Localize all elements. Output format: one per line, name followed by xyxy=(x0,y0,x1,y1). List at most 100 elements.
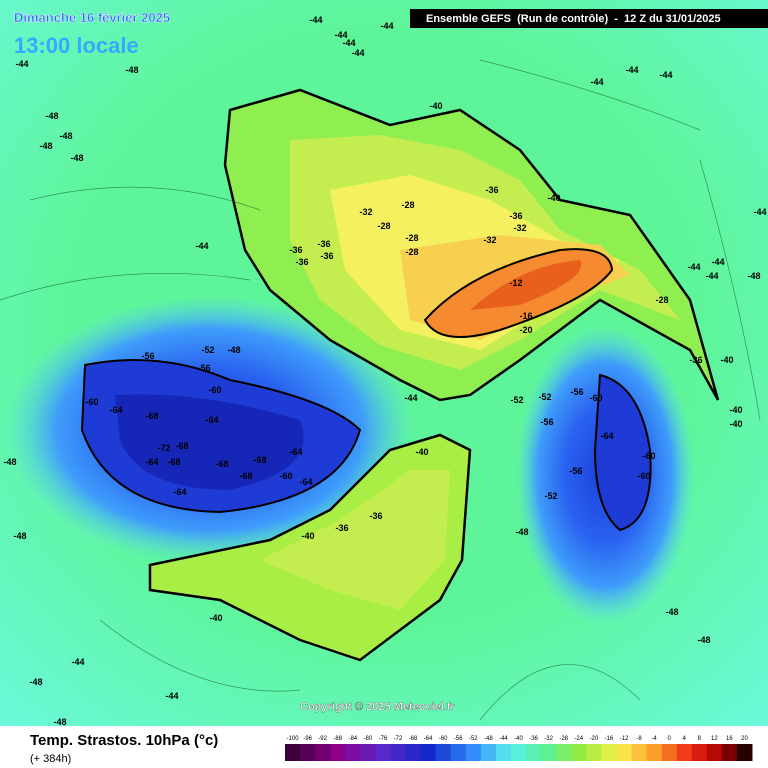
product-title: Temp. Strastos. 10hPa (°c) xyxy=(30,732,218,749)
contour-label: -44 xyxy=(711,257,724,267)
footer: Temp. Strastos. 10hPa (°c) (+ 384h) -100… xyxy=(0,726,768,768)
contour-label: -64 xyxy=(109,405,122,415)
color-swatch xyxy=(571,744,587,761)
scale-label: -16 xyxy=(605,736,614,742)
local-time: 13:00 locale xyxy=(14,33,139,58)
lead-time: (+ 384h) xyxy=(30,753,71,765)
contour-label: -64 xyxy=(299,477,312,487)
contour-label: -40 xyxy=(729,419,742,429)
contour-label: -32 xyxy=(483,235,496,245)
contour-label: -60 xyxy=(85,397,98,407)
color-swatch xyxy=(390,744,407,761)
contour-label: -68 xyxy=(253,455,266,465)
scale-label: -36 xyxy=(529,736,538,742)
color-swatch xyxy=(676,744,693,761)
contour-label: -68 xyxy=(239,471,252,481)
color-swatch xyxy=(480,744,497,761)
color-swatch xyxy=(736,744,753,761)
contour-label: -40 xyxy=(209,613,222,623)
color-swatch xyxy=(345,744,361,761)
contour-label: -60 xyxy=(279,471,292,481)
contour-label: -36 xyxy=(295,257,308,267)
contour-label: -60 xyxy=(589,393,602,403)
scale-label: -80 xyxy=(364,736,373,742)
contour-label: -40 xyxy=(547,193,560,203)
contour-label: -44 xyxy=(404,393,417,403)
scale-label: 12 xyxy=(711,736,718,742)
color-swatch xyxy=(300,744,316,761)
contour-label: -44 xyxy=(590,77,603,87)
scale-label: -60 xyxy=(439,736,448,742)
contour-label: -40 xyxy=(415,447,428,457)
contour-label: -64 xyxy=(289,447,302,457)
contour-label: -40 xyxy=(720,355,733,365)
contour-label: -44 xyxy=(705,271,718,281)
contour-label: -64 xyxy=(173,487,186,497)
color-swatch xyxy=(465,744,482,761)
contour-label: -48 xyxy=(53,717,66,727)
contour-label: -20 xyxy=(519,325,532,335)
scale-label: 20 xyxy=(741,736,748,742)
contour-label: -44 xyxy=(195,241,208,251)
scale-label: -100 xyxy=(287,736,300,742)
color-swatch xyxy=(360,744,376,761)
scale-label: -96 xyxy=(303,736,312,742)
color-swatch xyxy=(405,744,422,761)
contour-label: -36 xyxy=(317,239,330,249)
contour-label: -44 xyxy=(625,65,638,75)
map-background xyxy=(0,0,768,726)
contour-label: -64 xyxy=(205,415,218,425)
contour-label: -52 xyxy=(544,491,557,501)
color-swatch xyxy=(616,744,632,761)
contour-label: -48 xyxy=(125,65,138,75)
contour-label: -36 xyxy=(289,245,302,255)
scale-label: -72 xyxy=(394,736,403,742)
color-swatch xyxy=(315,744,331,761)
color-swatch xyxy=(435,744,452,761)
contour-label: -12 xyxy=(509,278,522,288)
contour-label: -28 xyxy=(401,200,414,210)
contour-label: -48 xyxy=(515,527,528,537)
scale-label: -76 xyxy=(379,736,388,742)
contour-label: -32 xyxy=(359,207,372,217)
color-scale: -100 -96 -92 -88 -84 -80 -76 -72 -68 -64 -60 -56 -52… xyxy=(285,736,753,761)
contour-label: -64 xyxy=(600,431,613,441)
contour-label: -44 xyxy=(334,30,347,40)
contour-label: -52 xyxy=(201,345,214,355)
scale-label: -24 xyxy=(574,736,583,742)
contour-label: -36 xyxy=(320,251,333,261)
contour-label: -44 xyxy=(15,59,28,69)
contour-label: -68 xyxy=(145,411,158,421)
contour-label: -48 xyxy=(665,607,678,617)
scale-label: -68 xyxy=(409,736,418,742)
scale-label: -4 xyxy=(651,736,657,742)
contour-label: -48 xyxy=(3,457,16,467)
contour-label: -52 xyxy=(510,395,523,405)
contour-label: -36 xyxy=(485,185,498,195)
contour-label: -56 xyxy=(141,351,154,361)
scale-label: 4 xyxy=(683,736,687,742)
scale-label: -44 xyxy=(499,736,508,742)
contour-label: -28 xyxy=(655,295,668,305)
contour-label: -28 xyxy=(405,247,418,257)
scale-label: -40 xyxy=(514,736,523,742)
contour-label: -36 xyxy=(689,355,702,365)
scale-label: -52 xyxy=(469,736,478,742)
color-swatch xyxy=(646,744,663,761)
color-swatch xyxy=(375,744,391,761)
contour-label: -60 xyxy=(642,451,655,461)
scale-label: -12 xyxy=(620,736,629,742)
contour-label: -60 xyxy=(637,471,650,481)
contour-label: -44 xyxy=(71,657,84,667)
contour-label: -68 xyxy=(215,459,228,469)
run-info: Ensemble GEFS (Run de contrôle) - 12 Z d… xyxy=(426,13,721,25)
contour-label: -40 xyxy=(429,101,442,111)
contour-label: -16 xyxy=(519,311,532,321)
color-swatch xyxy=(510,744,527,761)
scale-label: 16 xyxy=(726,736,733,742)
contour-label: -40 xyxy=(729,405,742,415)
scale-label: -20 xyxy=(589,736,598,742)
contour-label: -48 xyxy=(747,271,760,281)
color-swatch xyxy=(495,744,512,761)
color-swatch xyxy=(285,744,301,761)
